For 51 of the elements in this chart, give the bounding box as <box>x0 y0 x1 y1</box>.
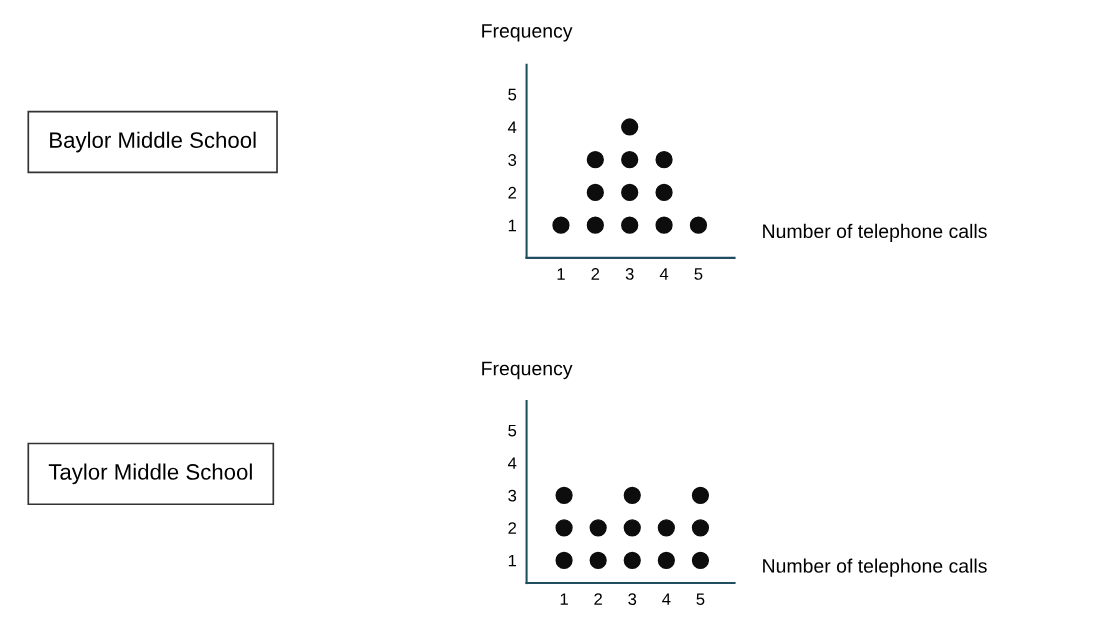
point <box>689 216 708 234</box>
point <box>589 551 607 569</box>
y-tick-label: 1 <box>508 554 517 567</box>
point <box>655 151 673 169</box>
text: Taylor Middle School <box>48 463 252 485</box>
point <box>586 151 604 169</box>
point <box>623 519 641 537</box>
x-axis-title: Number of telephone calls <box>763 223 987 242</box>
x-tick-label: 1 <box>557 268 565 280</box>
point <box>655 216 673 234</box>
y-tick-label: 5 <box>508 424 517 437</box>
x-tick-label: 4 <box>659 268 669 280</box>
point <box>555 519 573 537</box>
point <box>691 551 710 569</box>
point <box>691 519 710 537</box>
y-axis-title: Frequency <box>482 361 573 380</box>
point <box>657 551 675 569</box>
point <box>621 151 639 169</box>
point <box>623 486 641 504</box>
x-tick-label: 2 <box>594 593 602 605</box>
point <box>655 183 673 202</box>
x-tick-label: 3 <box>628 593 637 606</box>
y-tick-label: 4 <box>507 457 517 469</box>
x-tick-label: 4 <box>662 593 671 605</box>
point <box>621 216 639 234</box>
y-tick-label: 1 <box>508 219 517 232</box>
point <box>552 216 570 234</box>
x-tick-label: 5 <box>696 593 705 606</box>
point <box>657 519 675 537</box>
y-tick-label: 2 <box>508 186 517 199</box>
y-axis-title: Frequency <box>482 24 573 42</box>
point <box>586 216 604 234</box>
y-tick-label: 3 <box>508 489 517 502</box>
point <box>589 519 607 537</box>
y-tick-label: 5 <box>508 88 517 101</box>
x-tick-label: 2 <box>591 268 600 280</box>
y-tick-label: 4 <box>507 121 517 134</box>
x-tick-label: 3 <box>625 268 634 280</box>
x-axis-title: Number of telephone calls <box>763 558 987 577</box>
point <box>621 183 639 202</box>
point <box>621 118 639 136</box>
point <box>555 551 573 569</box>
point <box>586 183 604 202</box>
y-tick-label: 2 <box>508 522 517 534</box>
y-tick-label: 3 <box>508 154 517 166</box>
point <box>623 551 641 569</box>
x-tick-label: 5 <box>694 268 703 280</box>
x-tick-label: 1 <box>560 593 568 605</box>
point <box>691 486 710 504</box>
point <box>555 486 573 504</box>
text: Baylor Middle School <box>50 131 256 153</box>
